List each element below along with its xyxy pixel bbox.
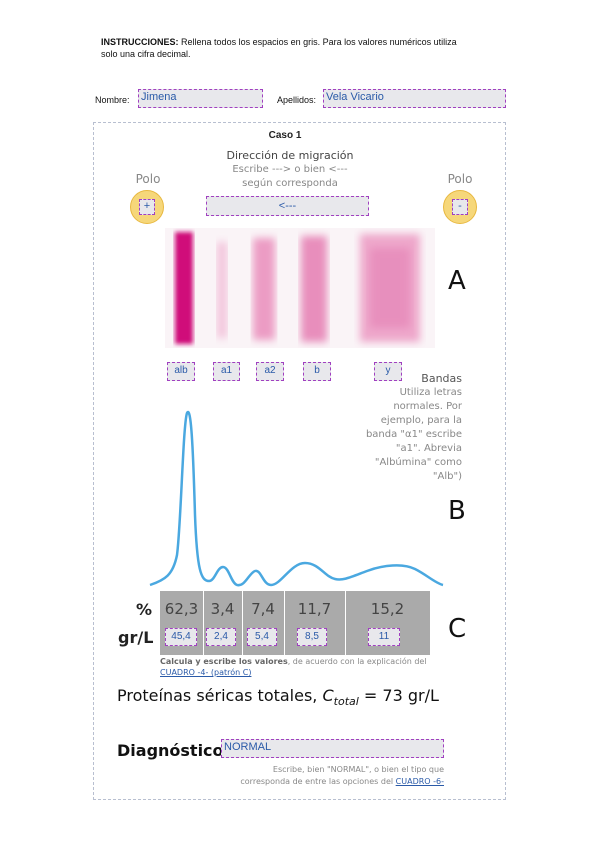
band-field-y[interactable]: y bbox=[374, 362, 402, 381]
instructions: INSTRUCCIONES: Rellena todos los espacio… bbox=[101, 36, 501, 60]
bands-help-line: "Alb") bbox=[432, 471, 462, 482]
grl-field-a2[interactable]: 5,4 bbox=[247, 628, 277, 646]
grl-label: gr/L bbox=[118, 628, 154, 647]
calc-note-bold: Calcula y escribe los valores bbox=[160, 657, 288, 666]
apellidos-field[interactable]: Vela Vicario bbox=[323, 89, 506, 108]
case-box bbox=[93, 122, 506, 800]
diag-hint-2: corresponda de entre las opciones del bbox=[240, 777, 396, 786]
grl-field-b[interactable]: 8,5 bbox=[297, 628, 327, 646]
polo-right-label: Polo bbox=[447, 172, 473, 186]
grl-field-a1[interactable]: 2,4 bbox=[206, 628, 236, 646]
calc-note-rest: , de acuerdo con la explicación del bbox=[287, 657, 427, 666]
pct-label: % bbox=[136, 600, 153, 619]
panel-c-label: C bbox=[448, 614, 467, 644]
electrophoresis-gel bbox=[165, 228, 435, 348]
pct-value: 7,4 bbox=[251, 600, 275, 618]
pct-value: 11,7 bbox=[297, 600, 332, 618]
polo-left-circle: + bbox=[130, 190, 164, 224]
densitometry-curve bbox=[149, 410, 444, 587]
proteins-c: C bbox=[322, 686, 334, 705]
migration-title: Dirección de migración bbox=[226, 149, 354, 162]
bands-help-line: banda "α1" escribe bbox=[365, 429, 462, 440]
band-b bbox=[301, 236, 327, 342]
instructions-text-2: solo una cifra decimal. bbox=[101, 49, 191, 59]
bands-help-line: ejemplo, para la bbox=[380, 415, 462, 426]
polo-right-field[interactable]: - bbox=[452, 199, 468, 215]
bands-help-line: normales. Por bbox=[393, 401, 462, 412]
band-alb bbox=[175, 232, 193, 344]
calc-note: Calcula y escribe los valores, de acuerd… bbox=[160, 656, 450, 678]
pct-value: 3,4 bbox=[210, 600, 235, 618]
instructions-text-1: Rellena todos los espacios en gris. Para… bbox=[181, 37, 457, 47]
band-field-a2[interactable]: a2 bbox=[256, 362, 284, 381]
proteins-eq: = 73 gr/L bbox=[358, 686, 439, 705]
cuadro-6-link[interactable]: CUADRO -6- bbox=[395, 777, 444, 786]
bands-help-line: "a1". Abrevia bbox=[395, 443, 462, 454]
polo-left-label: Polo bbox=[135, 172, 161, 186]
bands-help: Bandas Utiliza letras normales. Por ejem… bbox=[350, 372, 462, 484]
cuadro-4-link[interactable]: CUADRO -4- (patrón C) bbox=[160, 668, 252, 677]
band-field-b[interactable]: b bbox=[303, 362, 331, 381]
bands-help-title: Bandas bbox=[421, 372, 462, 385]
bands-help-line: "Albúmina" como bbox=[374, 457, 462, 468]
pct-value: 15,2 bbox=[370, 600, 405, 618]
case-title: Caso 1 bbox=[268, 130, 302, 141]
migration-direction-field[interactable]: <--- bbox=[206, 196, 369, 216]
diag-hint-1: Escribe, bien "NORMAL", o bien el tipo q… bbox=[272, 765, 444, 774]
diagnostico-label: Diagnóstico: bbox=[117, 741, 230, 760]
grl-field-alb[interactable]: 45,4 bbox=[165, 628, 197, 646]
panel-a-label: A bbox=[448, 266, 466, 296]
proteins-sub: total bbox=[333, 695, 359, 709]
migration-hint-2: según corresponda bbox=[242, 178, 338, 189]
apellidos-label: Apellidos: bbox=[277, 95, 317, 105]
polo-right-circle: - bbox=[443, 190, 477, 224]
proteins-total: Proteínas séricas totales, Ctotal = 73 g… bbox=[117, 686, 439, 709]
migration-hint-1: Escribe ---> o bien <--- bbox=[232, 164, 348, 175]
nombre-label: Nombre: bbox=[95, 95, 130, 105]
instructions-bold: INSTRUCCIONES: bbox=[101, 37, 179, 47]
band-field-a1[interactable]: a1 bbox=[213, 362, 240, 381]
proteins-text: Proteínas séricas totales, bbox=[117, 686, 323, 705]
band-a1 bbox=[217, 242, 227, 338]
grl-field-y[interactable]: 11 bbox=[368, 628, 400, 646]
band-a2 bbox=[253, 238, 275, 340]
diagnostico-field[interactable]: NORMAL bbox=[221, 739, 444, 758]
bands-help-line: Utiliza letras bbox=[399, 387, 462, 398]
nombre-field[interactable]: Jimena bbox=[138, 89, 263, 108]
polo-left-field[interactable]: + bbox=[139, 199, 155, 215]
diag-hint: Escribe, bien "NORMAL", o bien el tipo q… bbox=[200, 764, 444, 788]
panel-b-label: B bbox=[448, 496, 466, 526]
band-field-alb[interactable]: alb bbox=[167, 362, 195, 381]
pct-value: 62,3 bbox=[164, 600, 199, 618]
